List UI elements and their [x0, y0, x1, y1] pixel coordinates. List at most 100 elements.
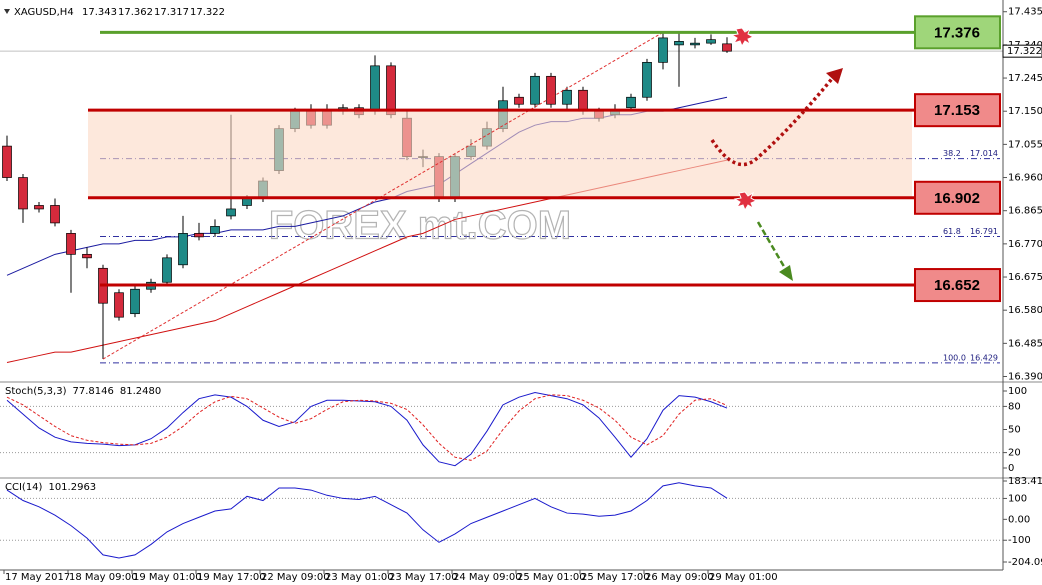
indicator-value: 101.2963: [48, 482, 96, 493]
x-tick-label: 24 May 09:00: [453, 572, 522, 583]
y-tick-label: 17.245: [1008, 73, 1042, 84]
y-tick-label: 16.675: [1008, 272, 1042, 283]
ohlc-value: 17.362: [118, 7, 153, 18]
ohlc-value: 17.317: [154, 7, 189, 18]
menu-triangle: [4, 9, 10, 14]
candle-body: [162, 257, 172, 283]
indicator-value: 77.8146: [72, 386, 113, 397]
candle-body: [722, 43, 732, 52]
x-tick-label: 23 May 17:00: [389, 572, 458, 583]
candle-body: [66, 233, 76, 255]
candle-body: [178, 233, 188, 266]
candle-body: [34, 205, 44, 210]
candle-body: [562, 89, 572, 105]
y-tick-label: 20: [1008, 448, 1021, 459]
y-tick-label: 17.150: [1008, 106, 1042, 117]
candle-body: [50, 205, 60, 224]
x-tick-label: 25 May 01:00: [517, 572, 586, 583]
zone: [88, 110, 912, 198]
candle-body: [658, 37, 668, 63]
candle-body: [530, 75, 540, 105]
candle-body: [546, 75, 556, 105]
y-tick-label: 16.580: [1008, 305, 1042, 316]
fib-ratio: 100.0: [943, 353, 966, 362]
fib-ratio: 38.2: [943, 149, 961, 158]
candle-body: [642, 61, 652, 98]
candle-body: [674, 41, 684, 46]
candle-body: [514, 96, 524, 105]
x-tick-label: 23 May 01:00: [325, 572, 394, 583]
level-box: [914, 180, 1001, 215]
ohlc-value: 17.343: [82, 7, 117, 18]
candle-body: [194, 233, 204, 238]
y-tick-label: 16.865: [1008, 206, 1042, 217]
candle-body: [18, 177, 28, 210]
y-tick-label: 16.485: [1008, 338, 1042, 349]
y-tick-label: 16.390: [1008, 372, 1042, 383]
x-tick-label: 18 May 09:00: [69, 572, 138, 583]
candle-body: [2, 145, 12, 178]
level-label: 17.153: [934, 102, 980, 119]
x-tick-label: 22 May 09:00: [261, 572, 330, 583]
y-tick-label: 0: [1008, 463, 1014, 474]
candle-body: [370, 65, 380, 112]
y-tick-label: 80: [1008, 401, 1021, 412]
indicator-line: [6, 482, 728, 559]
trend-line: [102, 31, 664, 360]
level-label: 17.376: [934, 24, 980, 41]
indicator-value: 81.2480: [120, 386, 161, 397]
y-tick-label: 100: [1008, 386, 1027, 397]
arrow-head: [779, 265, 793, 281]
y-tick-label: 100: [1008, 493, 1027, 504]
y-tick-label: 183.4134: [1008, 476, 1042, 487]
indicator-line: [6, 392, 728, 467]
candle-body: [626, 96, 636, 109]
price-tag-label: 17.322: [1007, 46, 1042, 57]
ohlc-value: 17.322: [190, 7, 225, 18]
level-box: [914, 268, 1001, 303]
y-tick-label: -100: [1008, 535, 1031, 546]
candle-body: [242, 198, 252, 206]
fib-value: 17.014: [970, 149, 998, 158]
x-tick-label: 26 May 09:00: [645, 572, 714, 583]
watermark: FOREX mt.COM: [269, 204, 571, 248]
forecast-arrow: [756, 221, 788, 271]
fib-ratio: 61.8: [943, 227, 961, 236]
indicator-title: CCI(14): [5, 482, 43, 493]
candle-body: [82, 253, 92, 259]
signal-star: [730, 27, 755, 48]
y-tick-label: 16.960: [1008, 173, 1042, 184]
candle-body: [706, 39, 716, 44]
y-tick-label: 0.00: [1008, 514, 1030, 525]
y-tick-label: 16.770: [1008, 239, 1042, 250]
x-tick-label: 25 May 17:00: [581, 572, 650, 583]
price-tag: [1002, 44, 1042, 58]
candle-body: [114, 292, 124, 318]
y-tick-label: 17.435: [1008, 7, 1042, 18]
y-tick-label: -204.0984: [1008, 557, 1042, 568]
y-tick-label: 17.055: [1008, 139, 1042, 150]
indicator-line: [6, 394, 728, 461]
candle-body: [210, 226, 220, 234]
y-tick-label: 50: [1008, 425, 1021, 436]
indicator-title: Stoch(5,3,3): [5, 386, 67, 397]
x-tick-label: 29 May 01:00: [709, 572, 778, 583]
candle-body: [386, 65, 396, 116]
level-box: [914, 93, 1001, 128]
level-label: 16.902: [934, 190, 980, 207]
x-tick-label: 17 May 2017: [5, 572, 70, 583]
symbol: XAGUSD,H4: [14, 7, 74, 18]
candle-body: [226, 208, 236, 217]
fib-value: 16.791: [970, 227, 998, 236]
x-tick-label: 19 May 01:00: [133, 572, 202, 583]
arrow-head: [826, 68, 843, 84]
candle-body: [578, 89, 588, 112]
level-box: [914, 15, 1001, 50]
candle-body: [130, 288, 140, 315]
signal-star: [733, 191, 758, 212]
forecast-arrow: [710, 73, 837, 167]
level-label: 16.652: [934, 277, 980, 294]
x-tick-label: 19 May 17:00: [197, 572, 266, 583]
